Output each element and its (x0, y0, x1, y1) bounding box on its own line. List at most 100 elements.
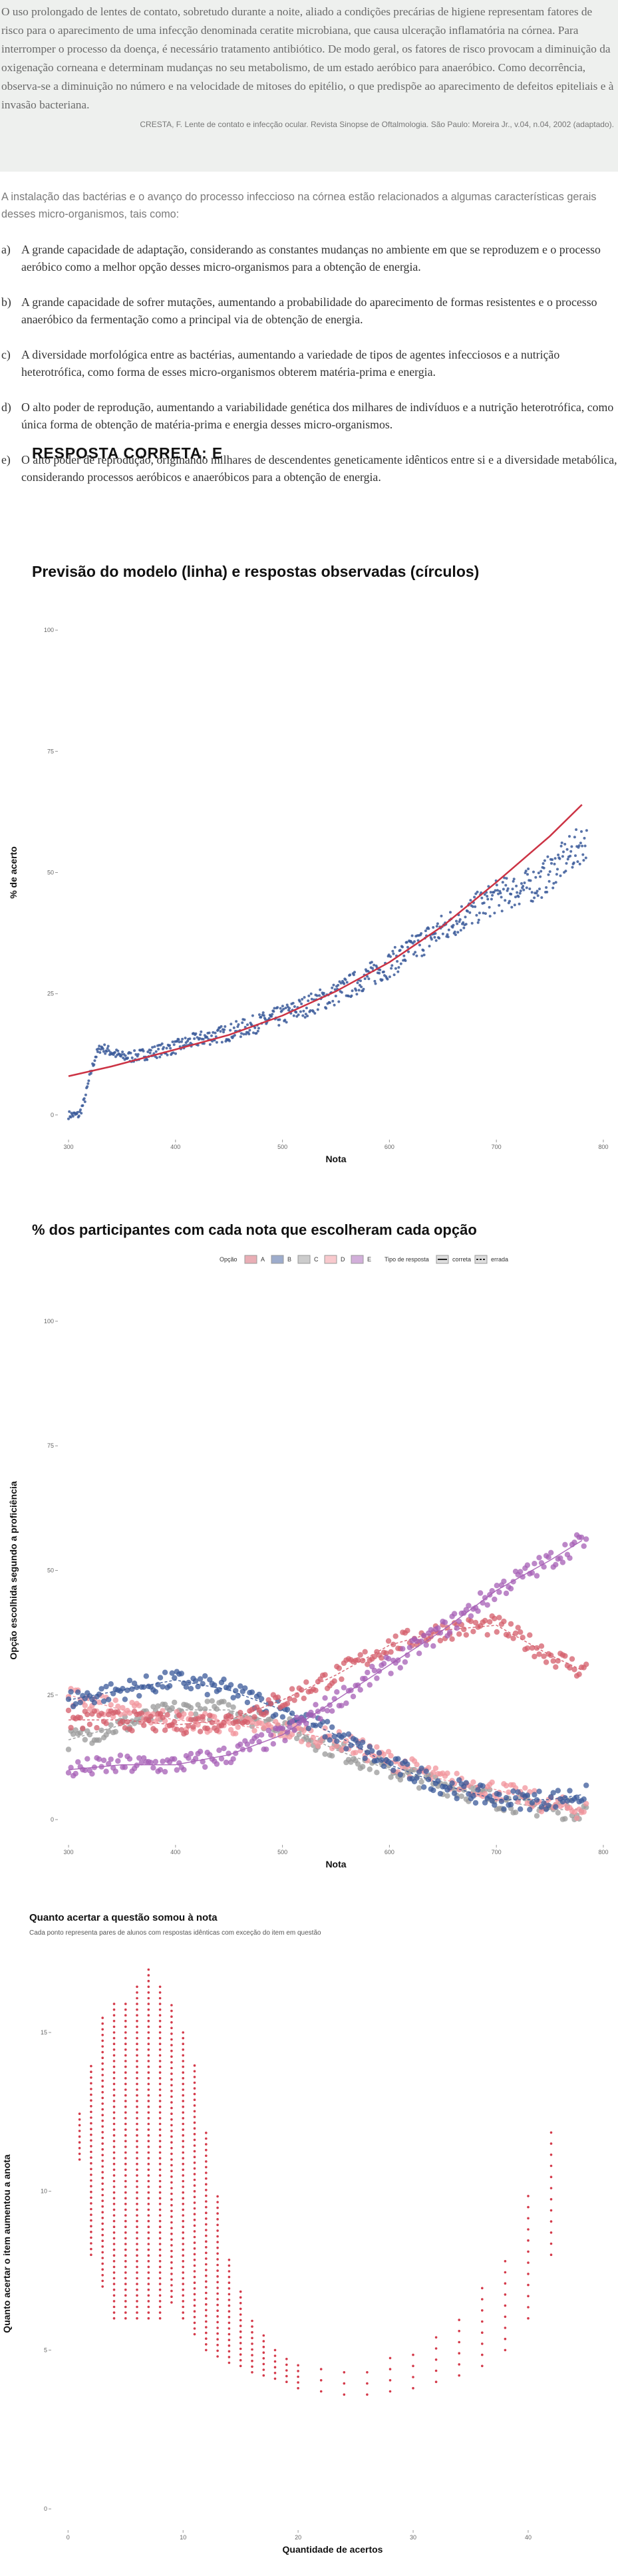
observed-point (206, 1036, 209, 1039)
series-d-point (522, 1785, 528, 1791)
series-b-point (284, 1706, 291, 1712)
series-e-point (192, 1756, 199, 1762)
pair-point (216, 2212, 219, 2215)
observed-point (332, 983, 335, 987)
series-c-point (204, 1698, 210, 1704)
observed-point (519, 889, 522, 893)
observed-point (392, 973, 396, 977)
pair-point (182, 2294, 185, 2297)
series-b-point (249, 1689, 255, 1695)
pair-point (147, 2197, 150, 2199)
option-letter: a) (1, 243, 11, 256)
series-b-point (204, 1692, 210, 1698)
pair-point (136, 2065, 138, 2068)
series-a-point (371, 1653, 378, 1660)
series-d-point (388, 1752, 394, 1759)
option-a[interactable]: a) A grande capacidade de adaptação, cons… (0, 241, 618, 293)
pair-point (182, 2094, 185, 2097)
observed-point (113, 1050, 116, 1054)
observed-point (433, 935, 436, 939)
observed-point (449, 911, 452, 914)
series-c-point (512, 1810, 519, 1816)
pair-point (158, 2036, 162, 2040)
pair-point (158, 2140, 162, 2143)
series-e-point (136, 1755, 142, 1761)
observed-point (264, 1018, 267, 1021)
observed-point (276, 1006, 279, 1009)
pair-point (124, 2294, 127, 2297)
pair-point (124, 2048, 127, 2051)
option-c[interactable]: c) A diversidade morfológica entre as bac… (0, 346, 618, 399)
pair-point (158, 2134, 162, 2137)
chart1-xlabel: Nota (325, 1154, 346, 1164)
series-b-point (510, 1788, 516, 1794)
pair-point (90, 2207, 92, 2211)
observed-point (573, 836, 576, 839)
series-b-point (348, 1742, 354, 1748)
chart3-xlabel: Quantidade de acertos (283, 2544, 383, 2555)
series-b-point (451, 1790, 458, 1796)
series-a-point (550, 1658, 556, 1664)
pair-point (136, 2317, 138, 2320)
option-text: O alto poder de reprodução, originando m… (21, 453, 617, 484)
option-e[interactable]: e) O alto poder de reprodução, originando… (0, 451, 618, 504)
observed-point (522, 885, 525, 887)
pair-point (205, 2189, 208, 2191)
series-a-point (470, 1629, 476, 1635)
observed-point (230, 1023, 233, 1026)
pair-point (136, 2271, 138, 2274)
pair-point (182, 2134, 185, 2137)
series-a-point (294, 1692, 300, 1698)
pair-point (458, 2363, 460, 2366)
pair-point (481, 2342, 484, 2345)
series-a-point (449, 1636, 455, 1642)
series-a-point (174, 1726, 180, 1732)
series-c-point (444, 1793, 450, 1799)
chart3-ylabel: Quanto acertar o item aumentou a anota (1, 2154, 12, 2333)
pair-point (182, 2105, 185, 2108)
series-b-point (437, 1790, 444, 1797)
pair-point (147, 2243, 150, 2245)
observed-point (480, 896, 484, 899)
pair-point (527, 2283, 530, 2287)
pair-point (216, 2332, 219, 2335)
observed-point (390, 967, 393, 970)
option-b[interactable]: b) A grande capacidade de sofrer mutações… (0, 293, 618, 346)
series-a-point (538, 1643, 545, 1649)
series-b-point (430, 1787, 436, 1794)
series-a-point (141, 1722, 147, 1728)
series-a-point (357, 1652, 363, 1658)
pair-point (205, 2211, 208, 2214)
series-e-point (371, 1667, 378, 1674)
pair-point (90, 2202, 92, 2205)
observed-point (200, 1030, 203, 1033)
pair-point (101, 2091, 104, 2094)
pair-point (158, 2014, 162, 2016)
observed-point (355, 989, 358, 992)
pair-point (481, 2320, 484, 2323)
chart3-ytick-label: 5 (44, 2346, 47, 2353)
observed-point (486, 897, 490, 901)
pair-point (124, 2305, 127, 2309)
series-c-point (192, 1711, 199, 1717)
series-e-point (534, 1573, 540, 1579)
pair-point (124, 2117, 127, 2120)
series-a-point (68, 1724, 74, 1730)
observed-point (81, 1104, 84, 1107)
observed-point (468, 911, 472, 914)
chart1-title: Previsão do modelo (linha) e respostas o… (32, 563, 480, 580)
pair-point (228, 2259, 231, 2261)
pair-point (147, 1985, 150, 1989)
series-e-point (400, 1646, 406, 1652)
pair-point (90, 2168, 92, 2171)
pair-point (101, 2165, 104, 2168)
series-e-point (545, 1554, 551, 1560)
option-d[interactable]: d) O alto poder de reprodução, aumentando… (0, 399, 618, 451)
pair-point (412, 2386, 414, 2390)
series-a-point (235, 1718, 241, 1724)
series-a-point (91, 1708, 98, 1714)
pair-point (158, 2311, 162, 2314)
observed-point (558, 857, 561, 860)
pair-point (182, 2031, 185, 2034)
pair-point (147, 2111, 150, 2114)
